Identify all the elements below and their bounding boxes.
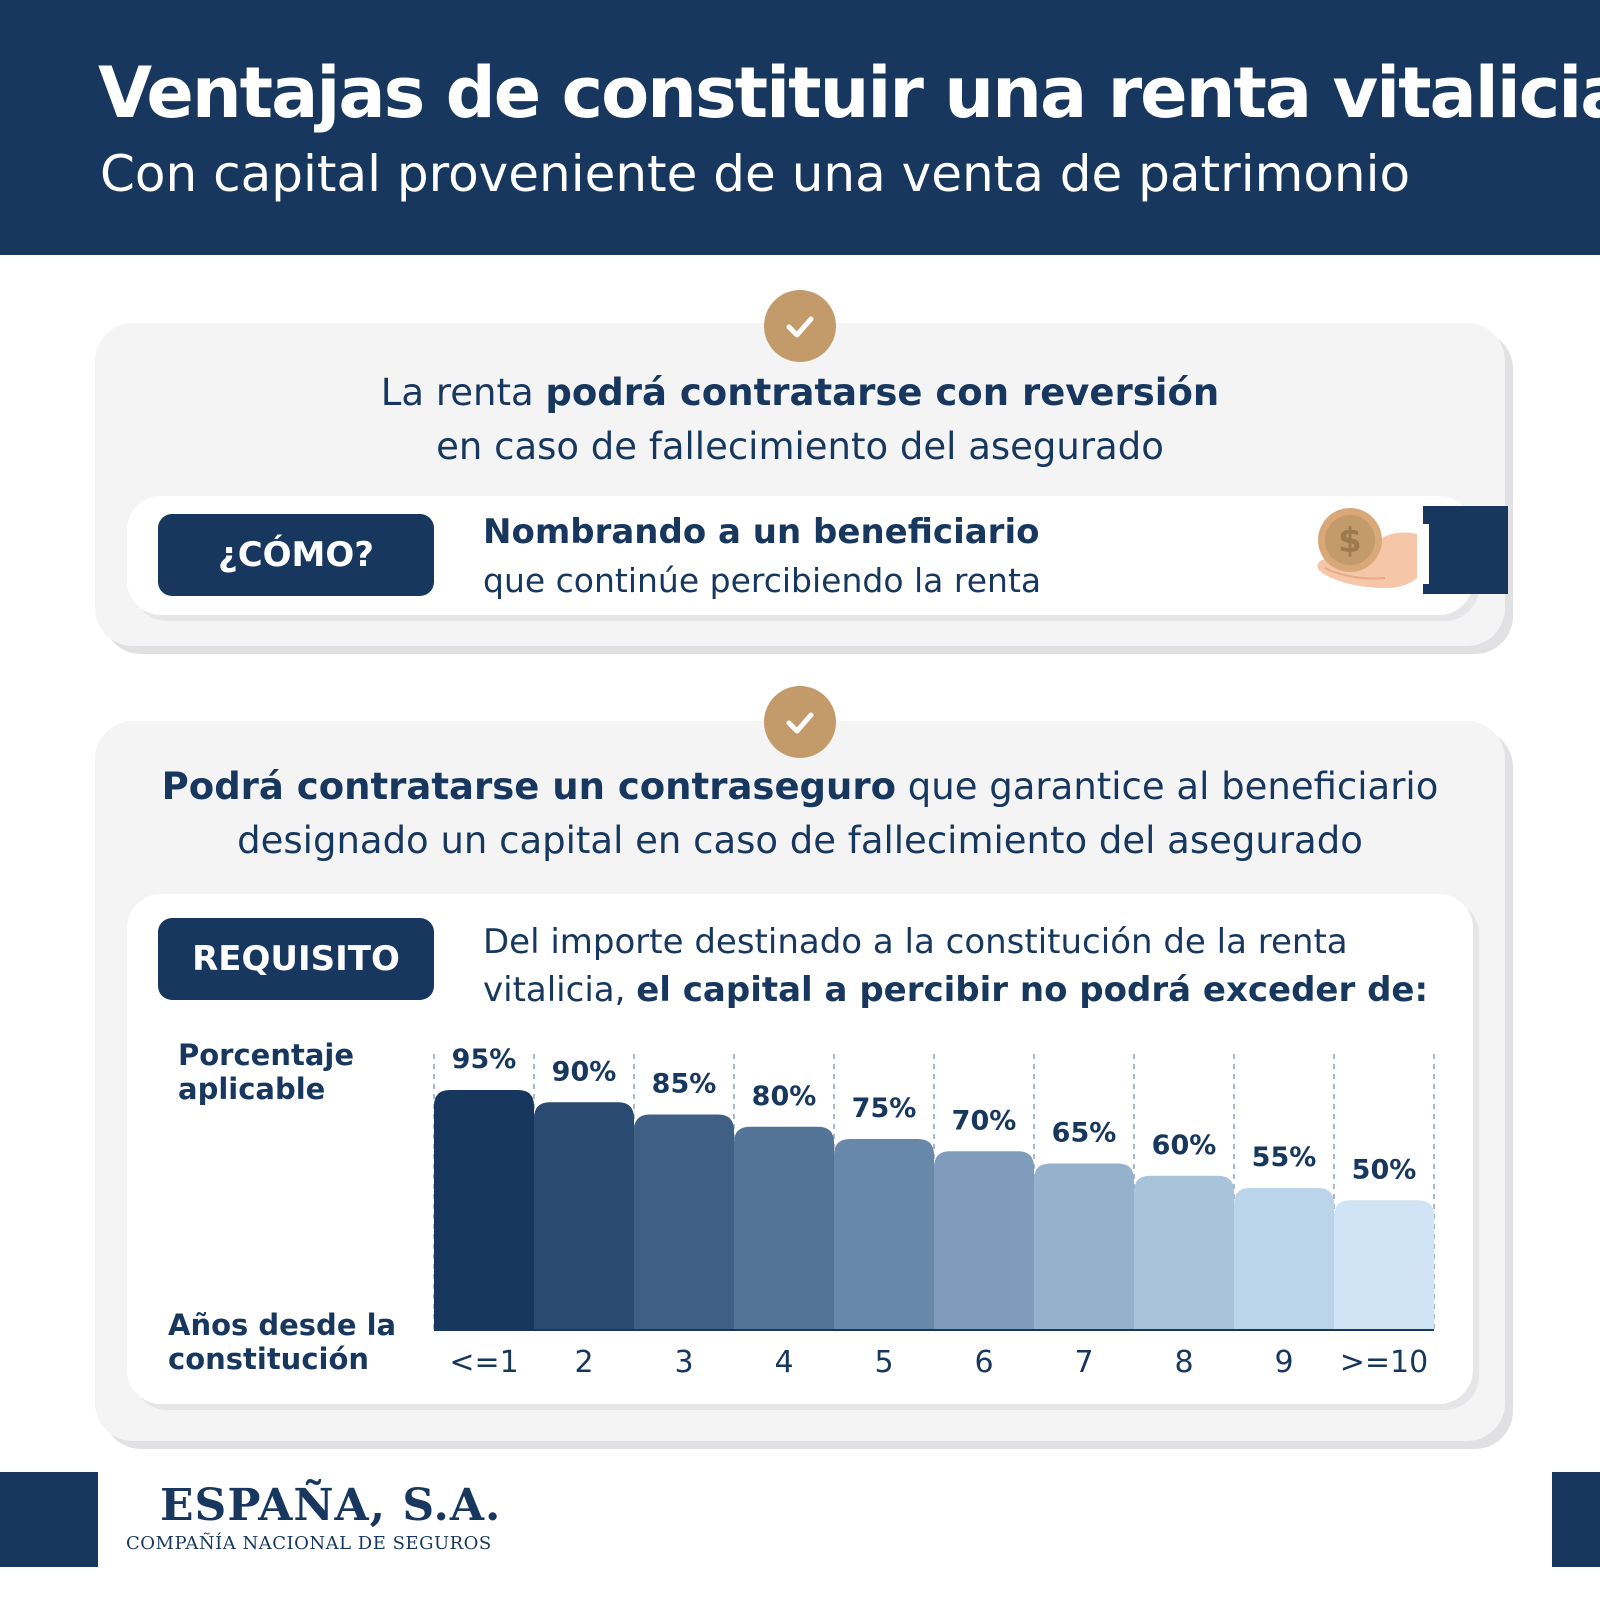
chart-tick-label: 3 [674,1345,693,1380]
como-pill: ¿CÓMO? [158,514,434,596]
how-bold-text: Nombrando a un beneficiario [483,512,1040,552]
chart-tick-label: 7 [1074,1345,1093,1380]
reversion-lead-bold: podrá contratarse con reversión [545,371,1220,414]
brand-subtitle: COMPAÑÍA NACIONAL DE SEGUROS [126,1533,492,1554]
percentage-bar-chart: 95% <=1 90% 2 85% 3 80% 4 75% 5 70% 6 65% 7 60% 8 55% 9 50… [433,1044,1435,1380]
chart-value-label: 60% [1152,1130,1217,1161]
hand-coin-icon: $ [1317,506,1508,594]
contraseguro-lead-rest: que garantice al beneficiario [896,765,1439,808]
check-icon [764,686,836,758]
chart-bar [634,1114,734,1330]
chart-value-label: 95% [452,1044,517,1075]
chart-bar [1234,1188,1334,1330]
contraseguro-lead-bold: Podrá contratarse un contraseguro [161,765,897,808]
chart-bar [834,1139,934,1330]
page-subtitle: Con capital proveniente de una venta de … [100,145,1411,203]
brand-logo-text: ESPAÑA, S.A. [160,1480,502,1531]
chart-value-label: 50% [1352,1154,1417,1185]
chart-bar [734,1126,834,1330]
chart-tick-label: 8 [1174,1345,1193,1380]
reversion-lead: La renta podrá contratarse con reversión… [95,366,1505,474]
chart-value-label: 80% [752,1081,817,1112]
how-text: que continúe percibiendo la renta [483,561,1042,600]
chart-bar [1134,1175,1234,1330]
requirement-text-bold: el capital a percibir no podrá exceder d… [636,970,1429,1010]
contraseguro-lead: Podrá contratarse un contraseguro que ga… [95,760,1505,868]
chart-value-label: 75% [852,1093,917,1124]
page-title: Ventajas de constituir una renta vitalic… [98,52,1600,134]
chart-value-label: 65% [1052,1118,1117,1149]
chart-bar [434,1090,534,1330]
chart-value-label: 85% [652,1069,717,1100]
chart-tick-label: <=1 [449,1345,518,1380]
chart-bar [534,1102,634,1330]
reversion-lead-pre: La renta [380,371,546,414]
requisito-pill: REQUISITO [158,918,434,1000]
contraseguro-lead-line2: designado un capital en caso de fallecim… [237,819,1363,862]
chart-value-label: 70% [952,1105,1017,1136]
chart-ylabel: Porcentaje aplicable [178,1038,355,1106]
chart-tick-label: 6 [974,1345,993,1380]
chart-tick-label: 4 [774,1345,793,1380]
chart-value-label: 55% [1252,1142,1317,1173]
reversion-lead-post: en caso de fallecimiento del asegurado [436,425,1164,468]
chart-bar [934,1151,1034,1330]
chart-bar [1334,1200,1434,1330]
svg-text:$: $ [1338,521,1362,561]
chart-tick-label: 9 [1274,1345,1293,1380]
footer-block-left [0,1472,98,1567]
requirement-text-plain: Del importe destinado a la constitución … [483,922,1348,1010]
chart-tick-label: 5 [874,1345,893,1380]
footer-block-right [1552,1472,1600,1567]
chart-bar [1034,1163,1134,1330]
chart-tick-label: 2 [574,1345,593,1380]
header-banner [0,0,1600,255]
requirement-text: Del importe destinado a la constitución … [483,918,1433,1014]
chart-xlabel: Años desde la constitución [168,1308,397,1376]
chart-value-label: 90% [552,1056,617,1087]
chart-tick-label: >=10 [1340,1345,1428,1380]
check-icon [764,290,836,362]
